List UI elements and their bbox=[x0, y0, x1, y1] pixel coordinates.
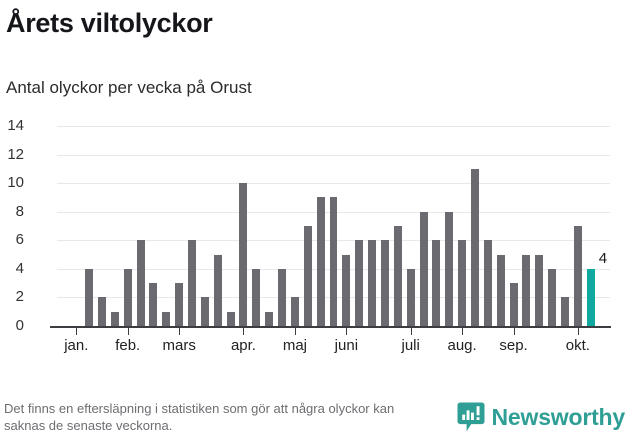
y-axis-tick-label: 10 bbox=[7, 174, 24, 192]
x-axis-tick-label: juli bbox=[401, 337, 420, 354]
bar[interactable] bbox=[355, 240, 364, 326]
bar[interactable] bbox=[406, 268, 415, 326]
bar-value-label: 4 bbox=[598, 249, 608, 267]
y-axis-tick-label: 6 bbox=[15, 231, 24, 249]
x-axis-tick-label: okt. bbox=[565, 337, 590, 354]
bars-layer: 4 bbox=[57, 126, 610, 326]
bar[interactable] bbox=[535, 254, 544, 326]
x-axis-tick bbox=[127, 328, 129, 335]
x-axis-tick bbox=[462, 328, 464, 335]
y-axis-tick-label: 0 bbox=[15, 317, 24, 334]
x-axis-tick-label: feb. bbox=[115, 337, 141, 354]
y-axis-tick-label: 2 bbox=[15, 288, 24, 306]
bar[interactable] bbox=[175, 283, 184, 326]
x-axis-tick bbox=[179, 328, 181, 335]
bar[interactable] bbox=[188, 240, 197, 326]
y-axis-tick-label: 14 bbox=[7, 117, 24, 134]
bar[interactable] bbox=[303, 226, 312, 326]
bar[interactable] bbox=[213, 254, 222, 326]
bar[interactable] bbox=[110, 311, 119, 326]
newsworthy-logo: Newsworthy bbox=[457, 402, 625, 432]
x-axis-tick-label: aug. bbox=[447, 337, 477, 354]
bar[interactable] bbox=[509, 283, 518, 326]
footer-note: Det finns en eftersläpning i statistiken… bbox=[4, 401, 395, 433]
x-axis-tick-label: jan. bbox=[64, 337, 89, 354]
chart-footer: Det finns en eftersläpning i statistiken… bbox=[0, 398, 631, 439]
bar[interactable] bbox=[342, 254, 351, 326]
bar[interactable] bbox=[548, 268, 557, 326]
x-axis-tick-label: juni bbox=[334, 337, 359, 354]
bar-chart-bubble-icon bbox=[457, 402, 485, 432]
bar[interactable] bbox=[162, 311, 171, 326]
bar[interactable] bbox=[239, 183, 248, 326]
x-axis-tick-label: mars bbox=[162, 337, 196, 354]
x-axis-tick bbox=[577, 328, 579, 335]
gridline bbox=[57, 126, 610, 127]
bar[interactable] bbox=[85, 268, 94, 326]
bar[interactable] bbox=[496, 254, 505, 326]
bar[interactable] bbox=[290, 297, 299, 326]
gridline bbox=[57, 183, 610, 185]
bar[interactable] bbox=[123, 268, 132, 326]
x-axis-line bbox=[50, 326, 611, 328]
bar[interactable] bbox=[149, 283, 158, 326]
bar[interactable] bbox=[445, 211, 454, 326]
bar[interactable] bbox=[226, 311, 235, 326]
bar[interactable] bbox=[329, 197, 338, 326]
x-axis-tick-label: maj bbox=[282, 337, 307, 354]
x-axis-tick bbox=[76, 328, 78, 335]
bar[interactable] bbox=[573, 226, 582, 326]
x-axis-tick bbox=[294, 328, 296, 335]
bar[interactable] bbox=[561, 297, 569, 326]
bar[interactable] bbox=[252, 268, 261, 326]
bar[interactable] bbox=[432, 240, 441, 326]
bar[interactable] bbox=[136, 240, 145, 326]
bar-chart: 0 2 4 6 8 10 12 14 4 jan. feb. mars apr. maj juni jul… bbox=[0, 118, 631, 363]
bar[interactable] bbox=[278, 268, 287, 326]
x-axis-tick bbox=[410, 328, 412, 335]
x-axis-tick-label: apr. bbox=[230, 337, 256, 354]
bar[interactable] bbox=[458, 240, 467, 326]
bar[interactable] bbox=[98, 297, 106, 326]
bar[interactable] bbox=[265, 311, 274, 326]
brand-name: Newsworthy bbox=[491, 404, 626, 430]
bar[interactable] bbox=[316, 197, 325, 326]
bar[interactable] bbox=[522, 254, 531, 326]
y-axis-tick-label: 12 bbox=[7, 145, 24, 163]
bar[interactable] bbox=[419, 211, 428, 326]
bar[interactable] bbox=[380, 240, 389, 326]
x-axis-tick bbox=[513, 328, 515, 335]
bar[interactable] bbox=[393, 226, 402, 326]
page-title: Årets viltolyckor bbox=[6, 8, 213, 38]
page-subtitle: Antal olyckor per vecka på Orust bbox=[6, 78, 252, 97]
x-axis-tick-label: sep. bbox=[499, 337, 528, 354]
x-axis-tick bbox=[346, 328, 348, 335]
x-axis-tick bbox=[243, 328, 245, 335]
y-axis-tick-label: 8 bbox=[15, 202, 24, 220]
bar[interactable] bbox=[200, 297, 209, 326]
y-axis-tick-label: 4 bbox=[15, 259, 24, 277]
gridline bbox=[57, 154, 610, 156]
bar[interactable] bbox=[470, 168, 479, 326]
bar[interactable] bbox=[483, 240, 492, 326]
bar[interactable] bbox=[368, 240, 377, 326]
bar-highlighted[interactable] bbox=[586, 268, 595, 326]
